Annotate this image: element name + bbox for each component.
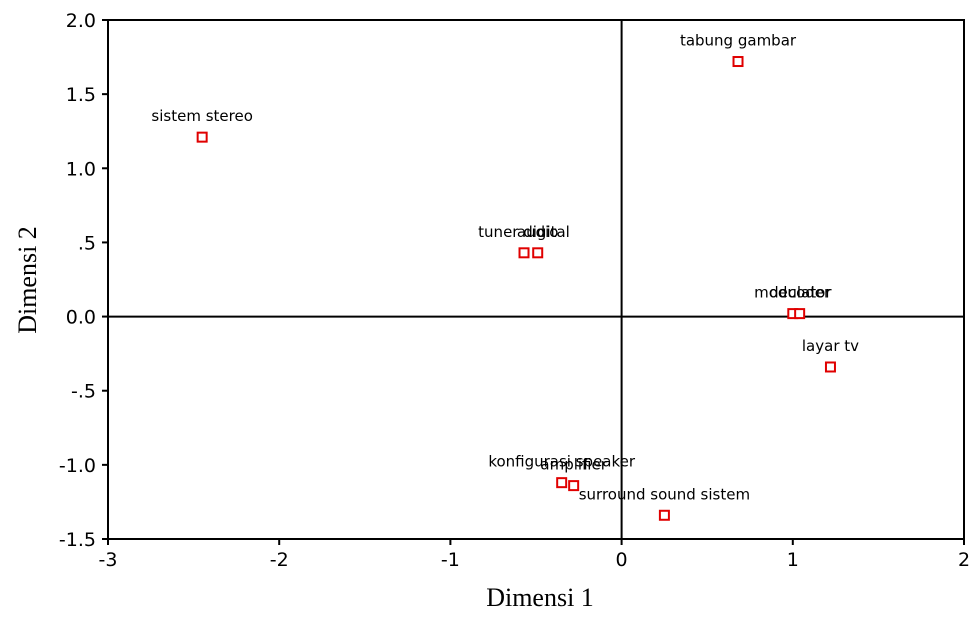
x-tick-label: -2 [270,549,289,571]
data-point [732,56,744,68]
x-tick-label: 2 [958,549,970,571]
data-point [824,361,836,373]
y-tick-label: -1.5 [59,529,96,551]
data-point-label: amplifier [540,456,607,474]
data-point-label: layar tv [802,337,859,355]
data-point-label: sistem stereo [151,107,252,125]
data-point [794,308,806,320]
y-tick-label: 2.0 [66,10,96,32]
y-tick-label: -1.0 [59,455,96,477]
x-axis-title: Dimensi 1 [486,583,594,612]
data-point-label: konfigurasi speaker [488,453,636,471]
y-tick-label: 0.0 [66,307,96,329]
data-point-label: tuner digital [478,223,570,241]
x-tick-label: -1 [441,549,460,571]
y-tick-label: 1.0 [66,158,96,180]
y-tick-label: 1.5 [66,84,96,106]
data-point [556,477,568,489]
y-tick-label: -.5 [71,381,96,403]
data-point [518,247,530,259]
data-point [532,247,544,259]
x-tick-label: 0 [616,549,628,571]
data-point-label: audio [517,223,559,241]
plot-area [107,19,965,540]
x-tick-label: 1 [787,549,799,571]
data-point [196,131,208,143]
data-point-label: decoder [769,284,831,302]
data-point-label: modulator [754,284,832,302]
y-tick-label: .5 [78,232,96,254]
data-point-label: surround sound sistem [579,485,750,503]
y-axis-title: Dimensi 2 [13,226,42,334]
data-point [658,509,670,521]
data-point [568,480,580,492]
x-tick-label: -3 [99,549,118,571]
data-point-label: tabung gambar [680,32,797,50]
